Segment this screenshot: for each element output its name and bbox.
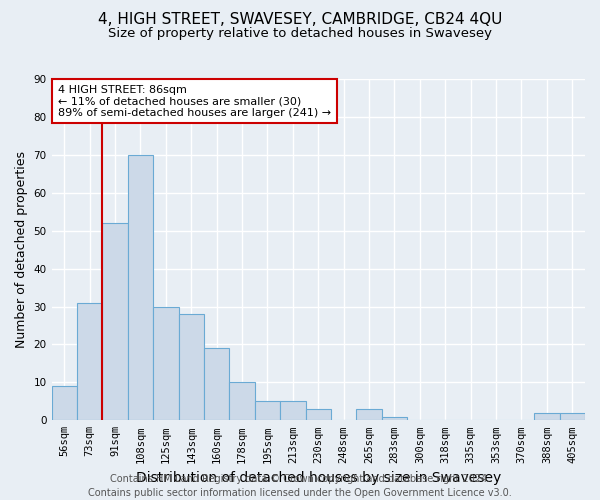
Bar	[179, 314, 204, 420]
X-axis label: Distribution of detached houses by size in Swavesey: Distribution of detached houses by size …	[136, 471, 501, 485]
Bar	[560, 412, 585, 420]
Bar	[128, 155, 153, 420]
Bar	[255, 402, 280, 420]
Text: 4, HIGH STREET, SWAVESEY, CAMBRIDGE, CB24 4QU: 4, HIGH STREET, SWAVESEY, CAMBRIDGE, CB2…	[98, 12, 502, 28]
Bar	[305, 409, 331, 420]
Bar	[229, 382, 255, 420]
Bar	[534, 412, 560, 420]
Y-axis label: Number of detached properties: Number of detached properties	[15, 151, 28, 348]
Bar	[382, 416, 407, 420]
Bar	[153, 306, 179, 420]
Bar	[204, 348, 229, 420]
Bar	[280, 402, 305, 420]
Bar	[356, 409, 382, 420]
Bar	[103, 223, 128, 420]
Text: 4 HIGH STREET: 86sqm
← 11% of detached houses are smaller (30)
89% of semi-detac: 4 HIGH STREET: 86sqm ← 11% of detached h…	[58, 84, 331, 118]
Bar	[77, 302, 103, 420]
Bar	[52, 386, 77, 420]
Text: Contains HM Land Registry data © Crown copyright and database right 2024.
Contai: Contains HM Land Registry data © Crown c…	[88, 474, 512, 498]
Text: Size of property relative to detached houses in Swavesey: Size of property relative to detached ho…	[108, 28, 492, 40]
